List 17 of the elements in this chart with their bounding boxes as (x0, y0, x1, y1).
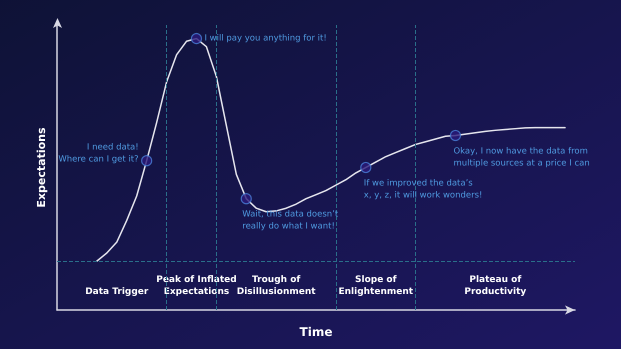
annotation: I need data! Where can I get it? (58, 142, 139, 165)
x-axis-title: Time (300, 325, 332, 339)
y-axis-title: Expectations (35, 127, 48, 208)
annotation: Wait, this data doesn’t really do what I want! (242, 210, 339, 232)
annotation: I will pay you anything for it! (204, 34, 327, 44)
annotation: Okay, I now have the data from multiple sources at a price I can (453, 146, 590, 168)
x-tick-label: Data Trigger (85, 287, 149, 297)
point (360, 162, 372, 174)
x-tick-label: Peak of Inflated Expectations (156, 275, 237, 297)
point (240, 193, 252, 204)
x-tick-label: Slope of Enlightenment (338, 275, 414, 297)
x-tick-label: Trough of Disillusionment (236, 275, 316, 297)
x-tick-label: Plateau of Productivity (464, 275, 526, 297)
point (141, 155, 152, 166)
point (450, 130, 462, 142)
annotation: If we improved the data’s x, y, z, it will work wonders! (364, 178, 482, 200)
point (190, 32, 202, 44)
